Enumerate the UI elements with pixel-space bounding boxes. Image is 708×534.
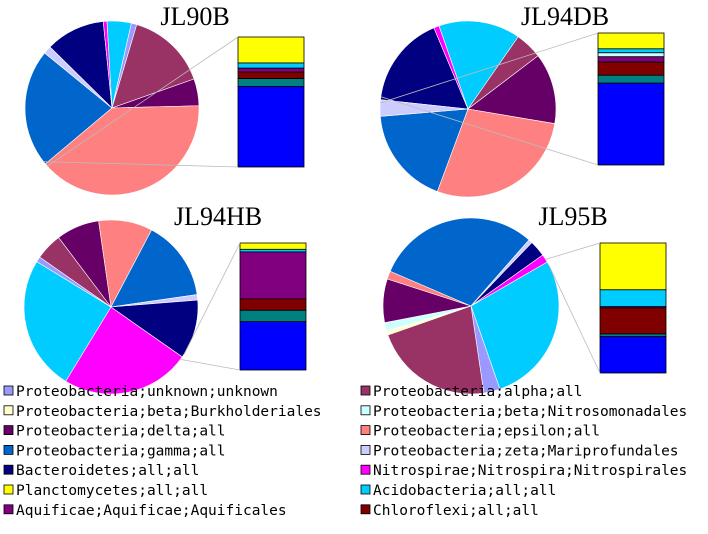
bar-segment-planctomycetes-all-all [597,32,665,50]
pie-slice-proteobacteria-gamma-all [379,108,469,192]
legend-swatch [360,385,371,396]
pie-panel-jl95b: JL95B [382,202,667,395]
bar-segment-other [597,82,665,166]
legend-item-proteobacteria-alpha-all: Proteobacteria;alpha;all [360,384,583,400]
panel-title: JL94HB [174,202,262,231]
panel-title: JL90B [160,2,229,31]
legend-item-aquificae-aquificae-aquificales: Aquificae;Aquificae;Aquificales [3,503,287,519]
legend-item-acidobacteria-all-all: Acidobacteria;all;all [360,483,556,499]
legend-label: Proteobacteria;gamma;all [16,443,226,459]
pie-slice-proteobacteria-alpha-all [111,24,195,109]
legend-label: Nitrospirae;Nitrospira;Nitrospirales [373,463,687,479]
connector-line [183,242,241,355]
pie-slice-nitrospirae-nitrospira-nitrospirales [65,306,183,395]
bar-segment-acidobacteria-all-all [597,48,665,54]
bar-segment-planctomycetes-all-all [599,242,667,291]
legend-item-proteobacteria-unknown-unknown: Proteobacteria;unknown;unknown [3,384,278,400]
legend-swatch [360,405,371,416]
legend-swatch [3,464,14,475]
legend-label: Planctomycetes;all;all [16,483,208,499]
legend-swatch [360,444,371,455]
legend-item-proteobacteria-gamma-all: Proteobacteria;gamma;all [3,443,226,459]
pie-panel-jl90b: JL90B [24,2,305,196]
pie-slice-proteobacteria-zeta-mariprofundales [379,99,469,117]
connector-line [380,32,599,104]
pie-slice-proteobacteria-delta-all [467,55,557,125]
legend-swatch [3,405,14,416]
connector-line [43,161,239,168]
legend-swatch [360,504,371,515]
legend-label: Proteobacteria;beta;Nitrosomonadales [373,404,687,420]
connector-line [380,96,599,166]
bar-segment-aquificae-aquificae-aquificales [597,56,665,63]
pie-slice-bacteroidetes-all-all [110,299,199,358]
bar-segment-planctomycetes-all-all [237,36,305,64]
legend-item-proteobacteria-zeta-mariprofundales: Proteobacteria;zeta;Mariprofundales [360,443,679,459]
legend-label: Proteobacteria;unknown;unknown [16,384,278,400]
connector-line [548,264,601,374]
legend-swatch [360,425,371,436]
legend-item-bacteroidetes-all-all: Bacteroidetes;all;all [3,463,199,479]
bar-segment-teal [237,78,305,87]
legend-item-proteobacteria-delta-all: Proteobacteria;delta;all [3,424,226,440]
bar-segment-other [237,86,305,168]
pie-slice-bacteroidetes-all-all [380,27,469,110]
legend-swatch [3,504,14,515]
panel-title: JL94DB [521,2,609,31]
pie-slice-acidobacteria-all-all [438,20,519,110]
legend-label: Proteobacteria;alpha;all [373,384,583,400]
legend-label: Aquificae;Aquificae;Aquificales [16,503,287,519]
bar-segment-proteobacteria-beta-nitrosomonadales [597,52,665,58]
bar-segment-acidobacteria-all-all [237,62,305,69]
pie-panel-jl94db: JL94DB [379,2,665,198]
pie-slice-proteobacteria-gamma-all [24,52,113,165]
bar-segment-chloroflexi-all-all [237,71,305,79]
legend-item-nitrospirae-nitrospira-nitrospirales: Nitrospirae;Nitrospira;Nitrospirales [360,463,687,479]
bar-segment-acidobacteria-all-all [599,289,667,308]
bar-segment-chloroflexi-all-all [599,307,667,335]
legend-label: Proteobacteria;epsilon;all [373,424,600,440]
pie-slice-acidobacteria-all-all [23,261,112,382]
legend-swatch [3,425,14,436]
bar-segment-aquificae-aquificae-aquificales [237,67,305,73]
bar-segment-teal [597,74,665,84]
legend-swatch [3,444,14,455]
legend-item-proteobacteria-beta-nitrosomonadales: Proteobacteria;beta;Nitrosomonadales [360,404,687,420]
bar-segment-aquificae-aquificae-aquificales [239,251,307,300]
legend-label: Chloroflexi;all;all [373,503,539,519]
legend-label: Bacteroidetes;all;all [16,463,199,479]
panel-title: JL95B [538,202,607,231]
legend-swatch [360,464,371,475]
connector-line [545,242,601,260]
legend: Proteobacteria;unknown;unknown Proteobact… [3,384,687,519]
bar-segment-other [599,336,667,374]
legend-label: Proteobacteria;beta;Burkholderiales [16,404,322,420]
pie-panel-jl94hb: JL94HB [23,202,307,395]
legend-label: Proteobacteria;zeta;Mariprofundales [373,443,679,459]
legend-swatch [3,385,14,396]
legend-label: Acidobacteria;all;all [373,483,556,499]
bar-segment-other [239,321,307,371]
legend-label: Proteobacteria;delta;all [16,424,226,440]
connector-line [180,359,241,371]
bar-segment-planctomycetes-all-all [239,242,307,250]
legend-item-proteobacteria-epsilon-all: Proteobacteria;epsilon;all [360,424,600,440]
legend-item-planctomycetes-all-all: Planctomycetes;all;all [3,483,208,499]
pie-slice-proteobacteria-gamma-all [389,217,530,307]
legend-swatch [360,484,371,495]
pie-slice-nitrospirae-nitrospira-nitrospirales [470,254,548,307]
bar-segment-teal [239,309,307,323]
bar-segment-chloroflexi-all-all [239,298,307,311]
legend-item-proteobacteria-beta-burkholderiales: Proteobacteria;beta;Burkholderiales [3,404,322,420]
bar-segment-chloroflexi-all-all [597,61,665,76]
pie-slice-proteobacteria-gamma-all [110,229,198,308]
connector-line [47,36,239,167]
pie-slice-proteobacteria-alpha-all [387,305,485,395]
legend-swatch [3,484,14,495]
legend-item-chloroflexi-all-all: Chloroflexi;all;all [360,503,539,519]
pie-slice-proteobacteria-epsilon-all [436,108,556,198]
pie-slice-proteobacteria-epsilon-all [44,105,200,196]
pie-panels: JL90B JL94DB JL94HB JL95B [23,2,667,395]
